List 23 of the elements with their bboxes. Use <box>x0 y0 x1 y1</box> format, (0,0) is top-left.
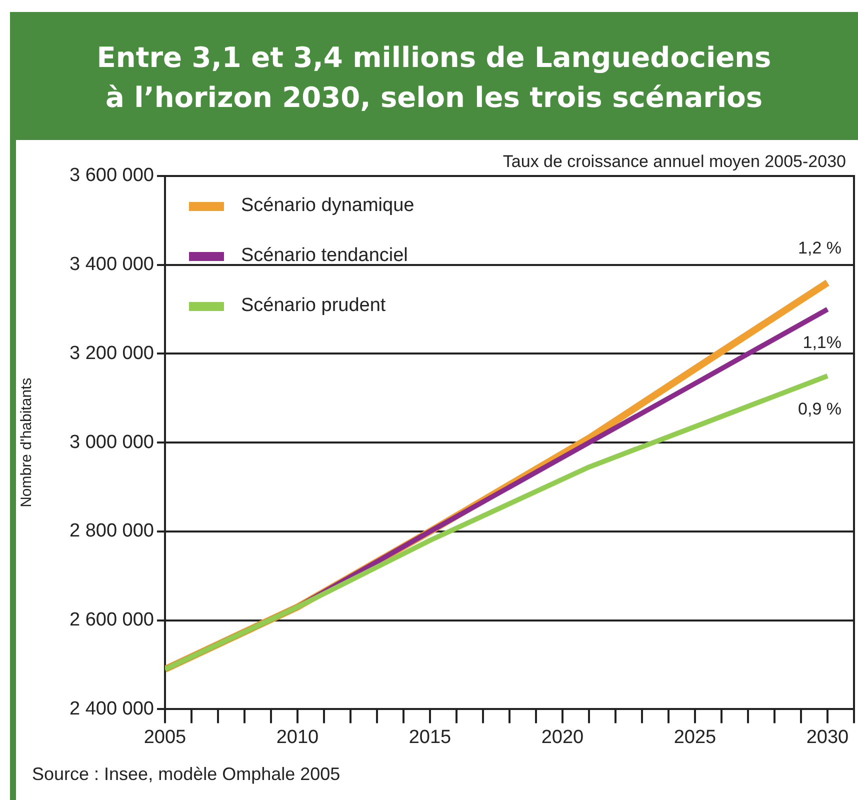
y-axis-title: Nombre d'habitants <box>18 378 36 508</box>
x-tick-label: 2005 <box>144 726 186 748</box>
x-tick-label: 2010 <box>276 726 319 748</box>
chart-subtitle: Taux de croissance annuel moyen 2005-2030 <box>502 152 846 172</box>
legend-label: Scénario tendanciel <box>241 245 408 266</box>
legend-label: Scénario dynamique <box>241 195 414 216</box>
chart-title: Entre 3,1 et 3,4 millions de Languedociens à l’horizon 2030, selon les trois scénarios <box>10 12 858 140</box>
annotation: 1,1% <box>802 332 842 352</box>
annotation: 1,2 % <box>798 238 842 258</box>
x-tick-label: 2015 <box>408 726 452 748</box>
annotation: 0,9 % <box>798 400 842 419</box>
y-tick-label: 3 000 000 <box>69 432 154 453</box>
y-tick-label: 3 400 000 <box>69 254 154 276</box>
source-note: Source : Insee, modèle Omphale 2005 <box>32 764 340 785</box>
y-tick-label: 2 600 000 <box>69 610 154 631</box>
y-tick-label: 2 400 000 <box>69 698 154 720</box>
x-tick-label: 2020 <box>541 726 584 748</box>
x-tick-label: 2030 <box>806 726 849 748</box>
y-tick-label: 2 800 000 <box>69 520 154 542</box>
y-tick-label: 3 600 000 <box>69 165 154 186</box>
y-tick-label: 3 200 000 <box>69 342 154 364</box>
x-tick-label: 2025 <box>674 726 716 748</box>
legend-label: Scénario prudent <box>241 295 386 316</box>
